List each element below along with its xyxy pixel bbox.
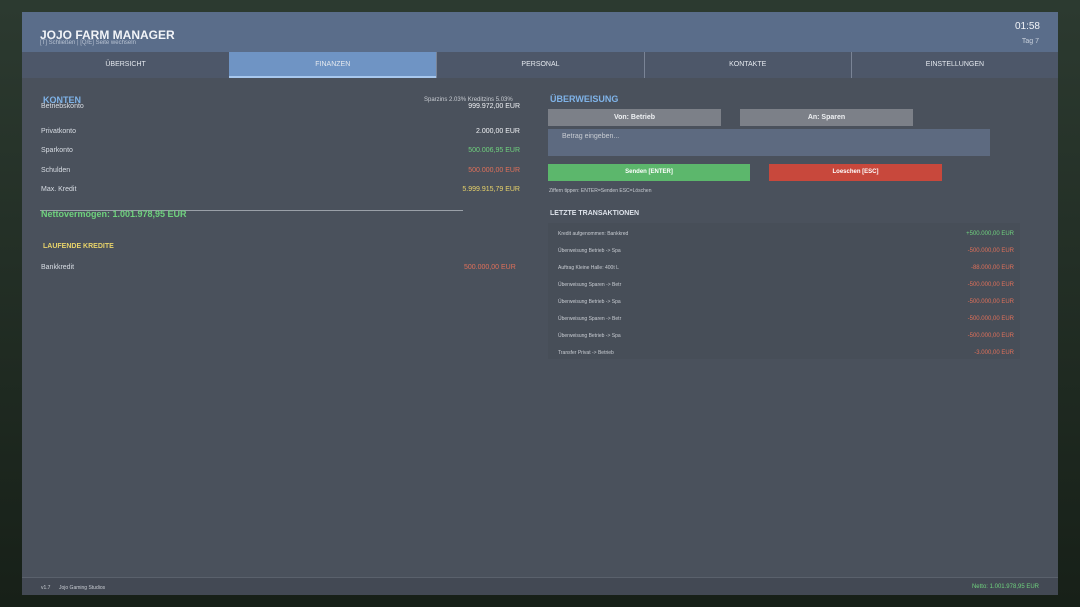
transaction-amount: +500.000,00 EUR xyxy=(966,231,1014,237)
tab[interactable]: FINANZEN xyxy=(229,52,437,78)
header xyxy=(22,12,1058,52)
transaction-amount: -500.000,00 EUR xyxy=(967,248,1014,254)
section-title: KONTEN xyxy=(43,95,81,105)
transaction-amount: -500.000,00 EUR xyxy=(967,282,1014,288)
account-value: 500.000,00 EUR xyxy=(468,166,520,174)
transaction-amount: -500.000,00 EUR xyxy=(967,316,1014,322)
time: 01:58 xyxy=(1014,21,1040,32)
transaction-label: Überweisung Betrieb -> Spa xyxy=(558,248,621,254)
footer-net: Netto: 1.001.978,95 EUR xyxy=(971,584,1039,590)
footer xyxy=(22,577,1058,595)
account-value: 5.999.915,79 EUR xyxy=(462,186,520,193)
transaction-label: Kredit aufgenommen: Bankkred xyxy=(558,231,629,237)
net-worth: Nettovermögen: 1.001.978,95 EUR xyxy=(41,209,187,219)
transaction-amount: -88.000,00 EUR xyxy=(970,265,1014,271)
transaction-amount: -3.000,00 EUR xyxy=(974,350,1014,356)
tab-bar xyxy=(22,52,1058,78)
subtitle: [T] Schließen | [Q/E] Seite wechseln xyxy=(40,40,136,46)
transaction-label: Überweisung Sparen -> Betr xyxy=(558,282,622,288)
section-title: ÜBERWEISUNG xyxy=(550,94,619,104)
panel: JOJO FARM MANAGER [T] Schließen | [Q/E] … xyxy=(22,12,1058,595)
version: v1.7 xyxy=(41,585,51,591)
transactions-box xyxy=(548,223,1020,359)
send-button[interactable]: Senden [ENTER] xyxy=(548,164,750,181)
amount-input[interactable]: Betrag eingeben... xyxy=(548,129,990,156)
account-label: Betriebskonto xyxy=(41,103,84,110)
loan-value: 500.000,00 EUR xyxy=(464,264,516,271)
transaction-label: Überweisung Sparen -> Betr xyxy=(558,316,622,322)
to-button[interactable]: An: Sparen xyxy=(740,109,913,126)
clear-button[interactable]: Loeschen [ESC] xyxy=(769,164,942,181)
section-title: LETZTE TRANSAKTIONEN xyxy=(550,210,640,217)
day: Tag 7 xyxy=(1021,38,1039,45)
studio: Jojo Gaming Studios xyxy=(59,585,106,591)
tab[interactable]: PERSONAL xyxy=(436,52,643,78)
account-value: 2.000,00 EUR xyxy=(476,127,520,135)
rates: Sparzins 2.03% Kreditzins 5.03% xyxy=(424,97,513,103)
section-title: LAUFENDE KREDITE xyxy=(43,243,114,250)
tab[interactable]: KONTAKTE xyxy=(643,52,851,78)
transaction-label: Auftrag Kleine Halle: 400t L xyxy=(558,265,619,271)
tab[interactable]: EINSTELLUNGEN xyxy=(850,52,1058,78)
transaction-label: Transfer Privat -> Betrieb xyxy=(558,350,614,356)
transaction-label: Überweisung Betrieb -> Spa xyxy=(558,299,621,305)
account-label: Max. Kredit xyxy=(41,186,77,193)
transaction-amount: -500.000,00 EUR xyxy=(967,333,1014,339)
divider xyxy=(40,210,463,211)
account-label: Privatkonto xyxy=(41,127,77,135)
account-value: 999.972,00 EUR xyxy=(468,103,520,110)
title: JOJO FARM MANAGER xyxy=(40,28,175,42)
loan-label: Bankkredit xyxy=(41,264,75,271)
account-value: 500.006,95 EUR xyxy=(468,147,520,154)
account-label: Sparkonto xyxy=(41,147,73,154)
tab[interactable]: ÜBERSICHT xyxy=(105,61,146,68)
transaction-amount: -500.000,00 EUR xyxy=(967,299,1014,305)
account-label: Schulden xyxy=(41,166,71,174)
transaction-label: Überweisung Betrieb -> Spa xyxy=(558,333,621,339)
from-button[interactable]: Von: Betrieb xyxy=(548,109,721,126)
hint: Ziffern tippen: ENTER=Senden ESC=Löschen xyxy=(549,188,652,194)
